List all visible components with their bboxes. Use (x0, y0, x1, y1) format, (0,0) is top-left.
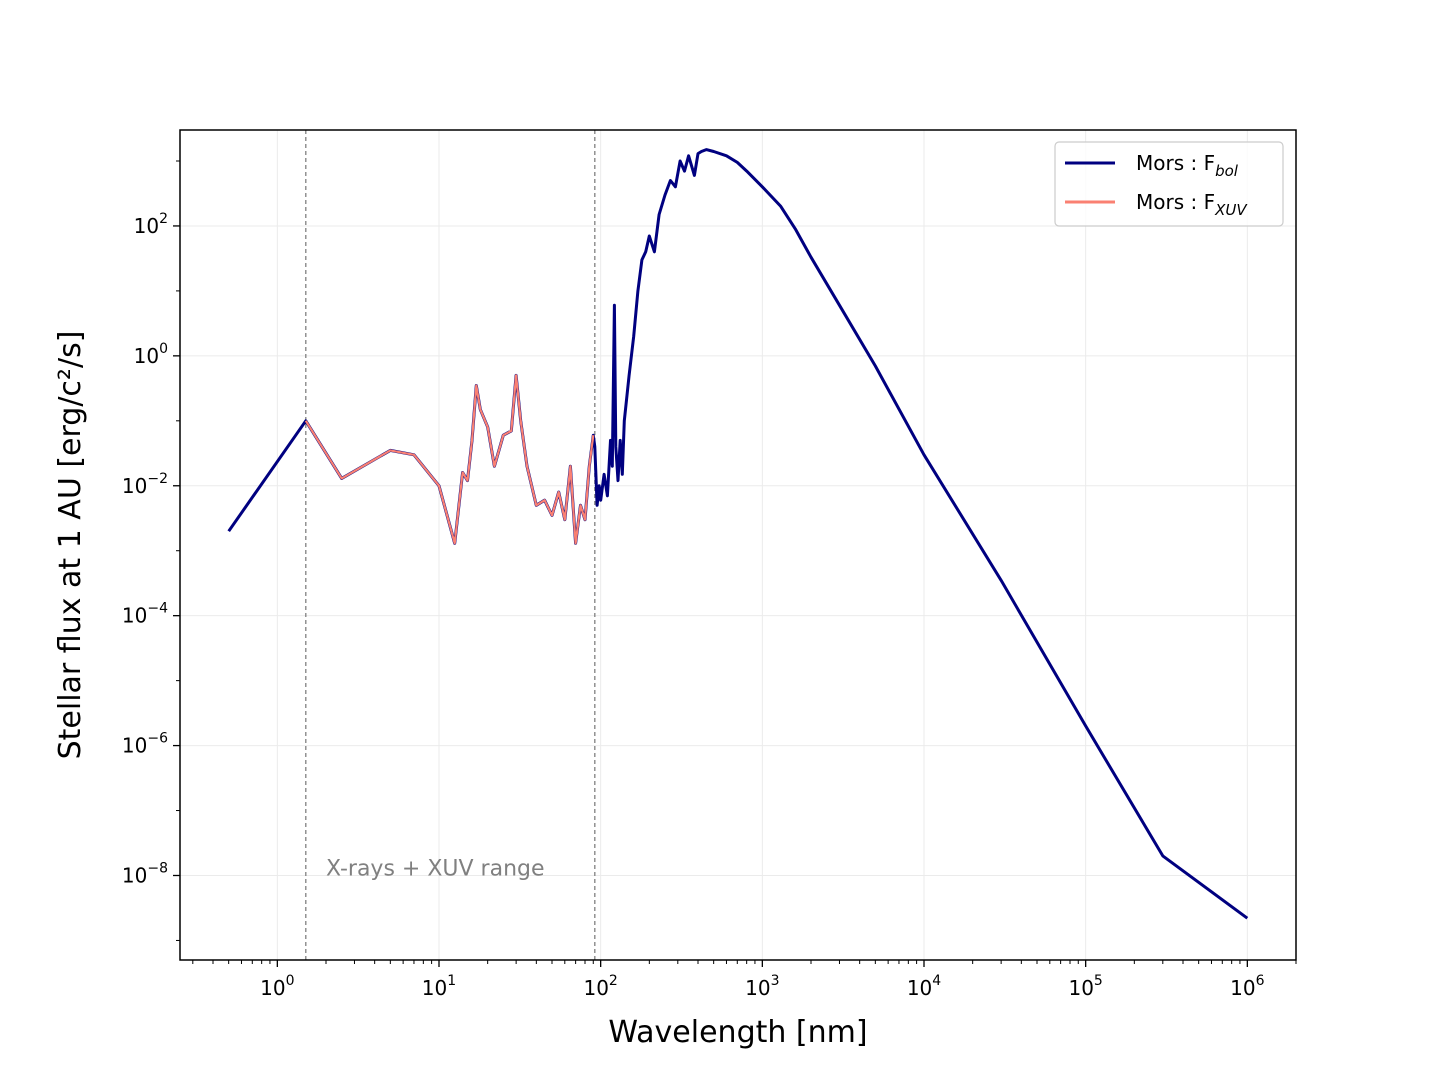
x-tick-label: 103 (745, 973, 779, 1000)
legend-entry: Mors : Fbol (1136, 151, 1239, 180)
y-tick-label: 10−8 (122, 860, 168, 887)
y-tick-label: 10−2 (122, 471, 168, 498)
range-markers (305, 130, 596, 960)
legend: Mors : Fbol Mors : FXUV (1054, 141, 1284, 227)
plot-area-frame (179, 129, 1297, 961)
x-tick-label: 101 (422, 973, 456, 1000)
series-line-xuv (304, 374, 595, 545)
x-tick-label: 106 (1230, 973, 1264, 1000)
axis-ticks: 100 101 102 103 104 105 106 10−8 10−6 10−4 10−2 100… (122, 160, 1297, 1000)
y-tick-label: 10−4 (122, 601, 168, 628)
x-tick-label: 102 (583, 973, 617, 1000)
y-tick-label: 102 (134, 211, 168, 238)
x-axis-label: Wavelength [nm] (608, 1015, 867, 1050)
x-tick-label: 104 (907, 973, 941, 1000)
range-annotation: X-rays + XUV range (326, 856, 545, 881)
x-tick-label: 105 (1068, 973, 1102, 1000)
series-lines (227, 148, 1249, 920)
legend-entry: Mors : FXUV (1136, 190, 1248, 219)
y-tick-label: 100 (134, 341, 168, 368)
x-tick-label: 100 (260, 973, 294, 1000)
grid (180, 130, 1296, 960)
y-tick-label: 10−6 (122, 731, 168, 758)
series-line-bol (227, 148, 1249, 920)
y-axis-label: Stellar flux at 1 AU [erg/c²/s] (53, 331, 88, 760)
